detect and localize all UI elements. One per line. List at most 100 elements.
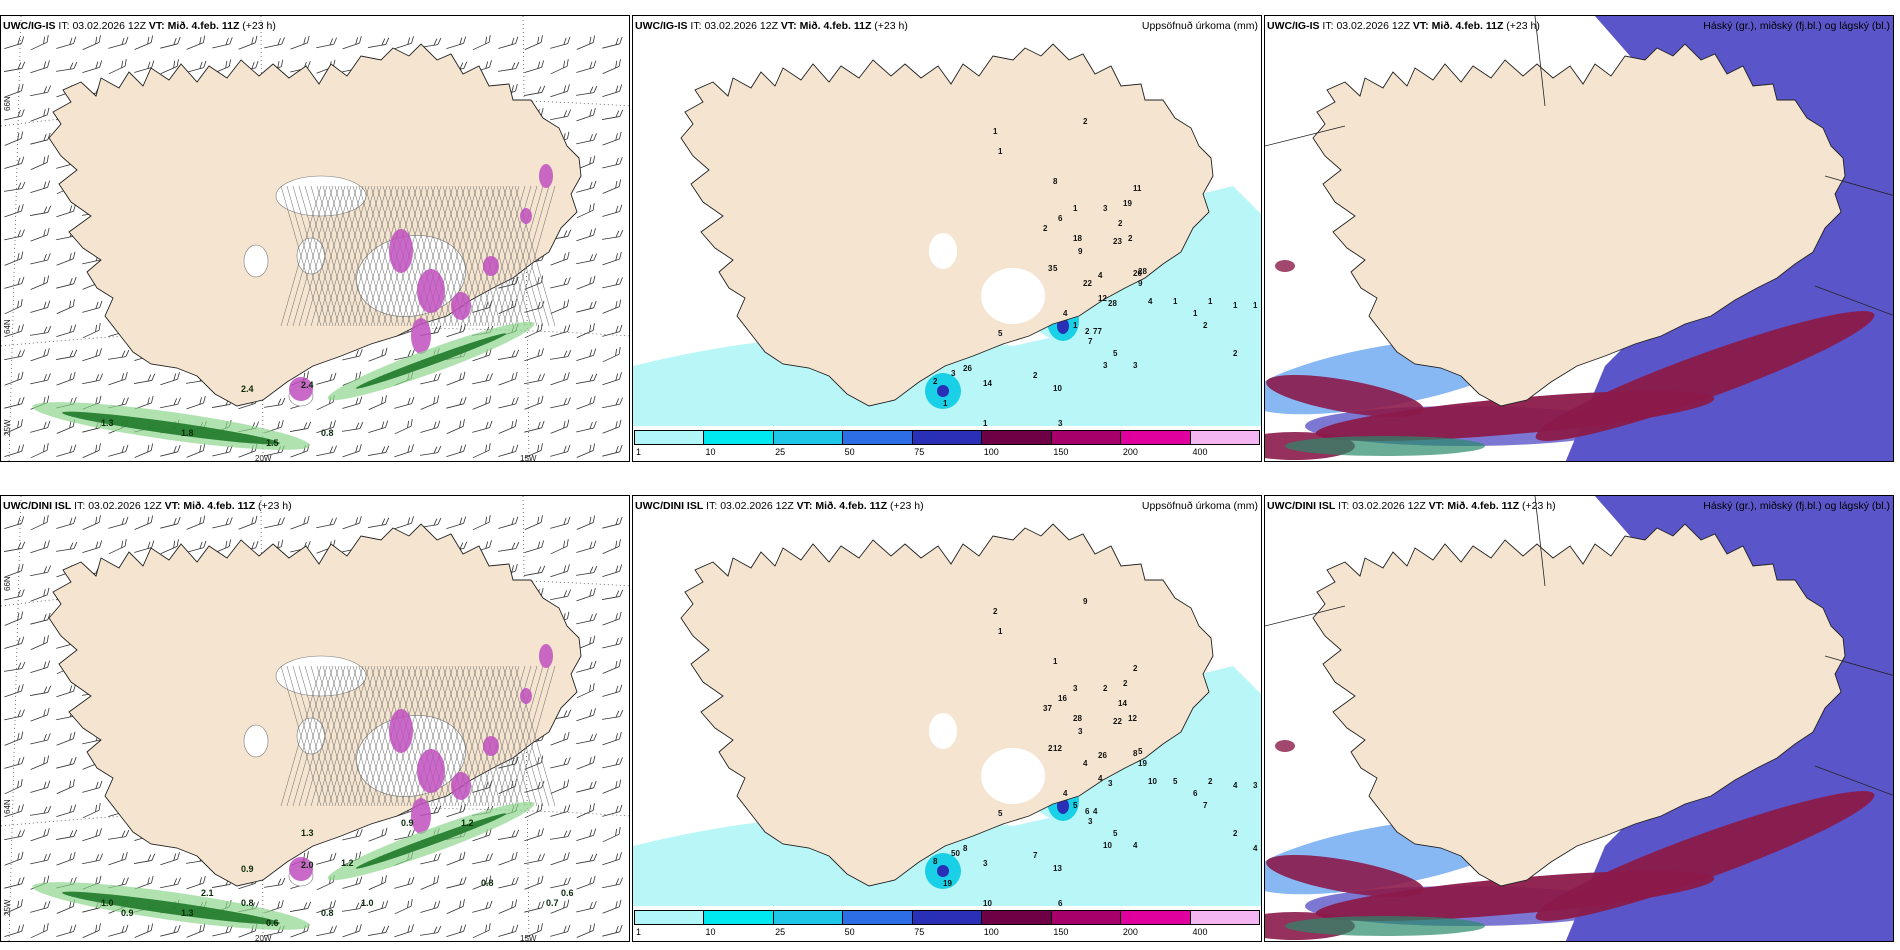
map-label: 1.2 [341,858,354,868]
wind-barb [550,299,570,314]
wind-barb [472,443,491,459]
wind-barb [4,876,25,889]
wind-barb [30,515,49,531]
wind-barb [82,443,101,459]
map-label: 10 [1103,841,1112,850]
wind-barb [602,204,623,217]
wind-barb [108,36,129,49]
map-label: 5 [1113,349,1118,358]
wind-barb [160,444,181,457]
map-label: 1 [998,147,1003,156]
lat-label: 64N [3,799,12,814]
wind-barb [472,900,493,913]
wind-barb [56,779,75,795]
wind-barb [30,900,51,913]
wind-barb [368,395,387,411]
wind-barb [30,635,49,651]
wind-barb [602,757,623,769]
map-label: 1.0 [361,898,374,908]
map-label: 0.8 [241,898,254,908]
wind-barb [134,853,156,864]
wind-barb [56,371,76,386]
colorbar-tick: 150 [1053,447,1069,457]
wind-barb [576,828,597,842]
wind-barb [316,420,336,434]
wind-barb [576,708,596,722]
wind-barb [602,659,622,674]
wind-barb [550,899,570,914]
wind-barb [160,36,181,49]
map-label: 18 [1073,234,1082,243]
map-label: 26 [1098,751,1107,760]
lat-label: 25W [3,899,12,916]
map-label: 8 [933,857,938,866]
iceland-landmass [48,523,582,887]
wind-barb [160,516,181,529]
wind-barb [576,300,597,313]
wind-barb [4,709,25,721]
wind-barb [498,516,519,529]
map-label: 2.1 [201,888,214,898]
wind-barb [550,109,571,121]
map-label: 0.8 [481,878,494,888]
map-label: 4 [1148,297,1153,306]
wind-barb [30,60,50,74]
wind-barb [602,589,624,600]
wind-barb [602,924,623,937]
map-label: 3 [1108,779,1113,788]
wind-barb [602,419,622,434]
wind-barb [316,900,336,914]
field-blob [389,229,413,273]
colorbar-tick: 10 [705,927,716,937]
field-blob [289,857,313,881]
wind-barb [524,443,543,459]
field-blob [417,749,445,793]
map-label: 2 [1048,744,1053,753]
field-blob [411,318,431,354]
wind-barb [56,804,77,818]
wind-barb [4,516,25,530]
wind-barb [212,517,233,529]
wind-barb [550,589,571,601]
wind-barb [602,251,622,266]
map-label: 2 [1133,664,1138,673]
wind-barb [160,877,181,889]
wind-barb [4,371,24,386]
lat-label: 66N [3,576,12,591]
wind-barb [56,324,77,338]
wind-barb [212,37,233,49]
map-label: 2 [1233,829,1238,838]
wind-barb [134,60,155,73]
lon-label: 15W [520,454,537,462]
wind-barb [420,395,440,410]
wind-barb [420,373,441,385]
wind-barb [160,539,179,555]
wind-barb [446,924,467,938]
map-label: 1 [1253,301,1258,310]
boundaries [1265,496,1893,796]
wind-barb [550,397,571,409]
panel-wind-row2: UWC/DINI ISL IT: 03.02.2026 12Z VT: Mið.… [0,495,630,942]
map-label: 50 [951,849,960,858]
colorbar-swatches [634,910,1260,925]
wind-barb [602,779,622,794]
wind-barb [394,444,414,458]
colorbar-tick: 100 [983,447,999,457]
wind-barb [576,515,596,530]
map-label: 1.3 [181,908,194,918]
map-label: 5 [998,329,1003,338]
map-label: 2 [1128,234,1133,243]
panel-precip-row1: UWC/IG-IS IT: 03.02.2026 12Z VT: Mið. 4.… [632,15,1262,462]
wind-barb [550,516,571,529]
field-blob [275,655,367,697]
panel-header: UWC/DINI ISL IT: 03.02.2026 12Z VT: Mið.… [3,500,292,512]
lat-label: 25W [3,419,12,436]
field-blob [539,164,553,188]
wind-barb [472,35,491,51]
wind-barb [602,324,623,337]
wind-map: 2.4 2.4 1.3 1.8 1.5 0.8 [1,16,629,461]
map-label: 11 [1133,184,1142,193]
wind-barb [30,707,50,722]
wind-barb [576,901,597,913]
wind-barb [368,37,390,48]
